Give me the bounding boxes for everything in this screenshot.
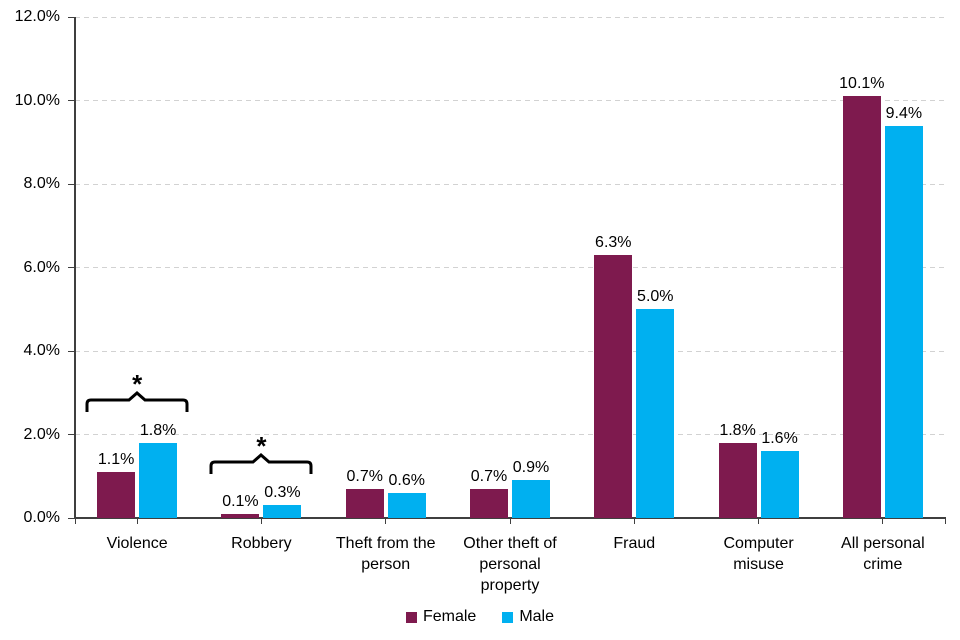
x-axis-tick [260,518,262,524]
female-bar-value-label: 0.7% [346,467,383,485]
y-axis-tick-label: 12.0% [14,8,60,25]
x-axis-edge-tick [944,518,946,524]
female-bar-value-label: 0.1% [222,492,259,510]
legend-label-male: Male [519,608,555,625]
male-bar [884,125,923,518]
male-bar [760,451,799,518]
y-axis-tick-label: 2.0% [23,425,60,443]
x-axis-edge-tick [74,518,76,524]
male-bar [512,480,550,518]
y-axis-line [74,17,76,518]
gridline [75,100,945,101]
gridline [75,350,945,352]
female-bar-value-label: 6.3% [595,233,632,251]
significance-bracket [85,390,189,415]
y-axis-tick [68,183,75,185]
male-bar-value-label: 0.6% [388,471,425,489]
male-bar [387,492,426,518]
female-bar [97,472,136,518]
female-bar-value-label: 10.1% [839,75,885,93]
female-bar-value-label: 0.7% [470,467,508,485]
gridline [75,267,945,268]
female-bar-value-label: 1.8% [719,421,756,439]
female-bar [470,488,508,518]
y-axis-tick [68,267,75,268]
y-axis-tick [68,16,75,18]
male-bar-value-label: 0.3% [264,484,301,502]
x-axis-tick [385,518,387,524]
male-bar [139,442,178,518]
significance-asterisk: * [132,368,143,399]
female-legend-swatch-icon [405,611,417,623]
female-bar [221,513,260,518]
female-bar [594,254,633,518]
male-bar [636,309,675,518]
female-bar [842,96,881,518]
male-bar-value-label: 1.8% [139,421,177,439]
y-axis-tick [68,350,75,352]
significance-bracket-icon [209,453,313,475]
female-bar [718,442,757,518]
category-label: Robbery [231,535,292,552]
significance-asterisk: * [256,431,267,462]
y-axis-tick [68,434,75,435]
x-axis-tick [633,518,635,524]
gridline [75,434,945,435]
y-axis-tick-label: 4.0% [23,342,60,359]
male-bar-value-label: 9.4% [885,104,923,122]
male-bar [263,505,302,518]
category-label: All personal crime [841,535,925,573]
category-label: Computer misuse [723,535,794,573]
female-bar-value-label: 1.1% [97,451,135,469]
category-label: Other theft of personal property [463,535,557,594]
x-axis-tick [758,518,760,524]
x-axis-tick [509,518,511,524]
x-axis-tick [136,518,138,524]
y-axis-tick-label: 8.0% [23,175,60,192]
legend-item-male: Male [502,608,554,626]
legend: Female Male [0,603,960,631]
male-bar-value-label: 0.9% [512,459,550,477]
category-label: Fraud [613,535,656,552]
gridline [75,183,945,185]
y-axis-tick-label: 0.0% [23,509,60,526]
y-axis-tick-label: 6.0% [23,258,60,276]
x-axis-tick [882,518,884,524]
category-label: Theft from the person [335,535,436,573]
legend-label-female: Female [422,608,477,625]
y-axis-tick-label: 10.0% [14,91,60,109]
y-axis-tick [68,517,75,519]
male-bar-value-label: 1.6% [761,430,798,448]
male-bar-value-label: 5.0% [637,288,674,306]
female-bar [345,488,384,518]
significance-bracket [209,453,313,477]
legend-item-female: Female [405,608,477,626]
y-axis-tick [68,100,75,101]
significance-bracket-icon [85,390,189,412]
male-legend-swatch-icon [502,611,514,623]
gridline [75,16,945,18]
category-label: Violence [106,535,168,552]
